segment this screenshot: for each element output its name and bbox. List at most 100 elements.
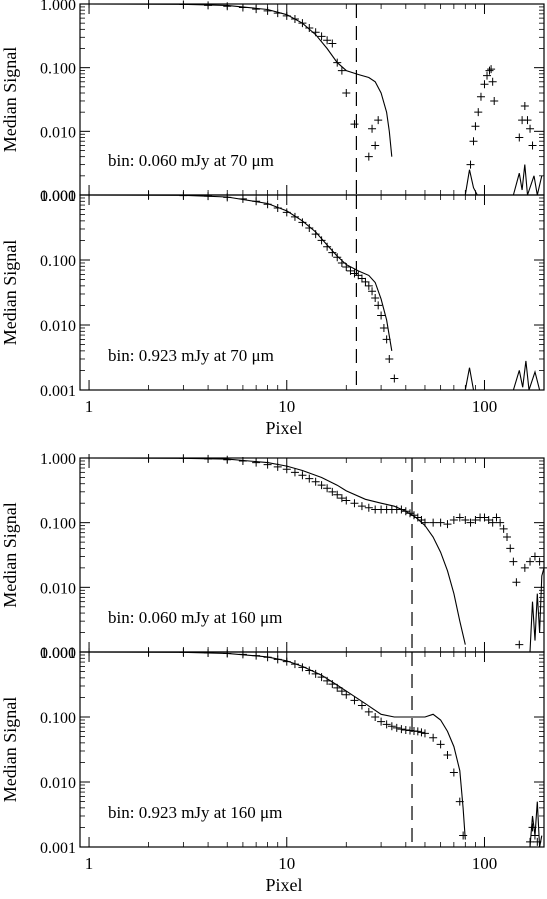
- panel-1-data-point: [350, 120, 359, 129]
- panel-3-data-point: [526, 557, 535, 566]
- panel-3-data-point: [328, 487, 337, 496]
- panel-3-data-point: [515, 640, 524, 649]
- panel-2-ytick-label: 0.010: [40, 318, 76, 335]
- panel-3-data-point: [305, 474, 314, 483]
- panel-1-data-point: [305, 23, 314, 32]
- panel-2-data-point: [390, 374, 399, 383]
- panel-3-data-point: [449, 515, 458, 524]
- panel-3-data-point: [503, 533, 512, 542]
- panel-4-data-point: [387, 722, 396, 731]
- panel-2-data-point: [298, 218, 307, 227]
- panel-1-data-point: [471, 122, 480, 131]
- panel-4-xtick-label: 100: [472, 854, 498, 873]
- panel-1-ytick-label: 0.100: [40, 61, 76, 78]
- panel-2-series-2-line: [88, 194, 393, 351]
- panel-1-data-point: [476, 92, 485, 101]
- panel-3-data-point: [496, 518, 505, 527]
- panel-3-data-point: [357, 502, 366, 511]
- panel-2-xtick-label: 100: [472, 397, 498, 416]
- panel-2-data-point: [385, 354, 394, 363]
- panel-4-y-axis-label: Median Signal: [0, 697, 20, 803]
- panel-3-y-axis-label: Median Signal: [0, 502, 20, 608]
- panel-3-ytick-label: 0.001: [40, 645, 76, 662]
- panel-3-data-point: [333, 490, 342, 499]
- panel-4-data-point: [417, 728, 426, 737]
- panel-1-data-point: [342, 89, 351, 98]
- panel-2-ytick-label: 1.000: [40, 188, 76, 205]
- panel-4-data-point: [533, 837, 542, 846]
- panel-3-data-point: [499, 524, 508, 533]
- panel-4-data-point: [377, 717, 386, 726]
- panel-3-data-point: [512, 578, 521, 587]
- panel-3-bin-annotation: bin: 0.060 mJy at 160 μm: [108, 608, 282, 627]
- panel-4-xtick-label: 10: [278, 854, 295, 873]
- panel-4-data-point: [459, 831, 468, 840]
- panel-1-bin-annotation: bin: 0.060 mJy at 70 μm: [108, 151, 274, 170]
- panel-3-ytick-label: 1.000: [40, 451, 76, 468]
- panel-3-data-point: [488, 518, 497, 527]
- panel-1-data-point: [485, 66, 494, 75]
- panel-3-data-point: [311, 477, 320, 486]
- panel-1-data-point: [520, 101, 529, 110]
- panel-2-ytick-label: 0.001: [40, 383, 76, 400]
- panel-3-data-point: [471, 515, 480, 524]
- panel-1-data-point: [374, 116, 383, 125]
- panel-2-bin-annotation: bin: 0.923 mJy at 70 μm: [108, 346, 274, 365]
- panel-3-data-point: [429, 518, 438, 527]
- panel-1-data-point: [371, 141, 380, 150]
- panel-3-data-point: [252, 458, 261, 467]
- panel-3-data-point: [298, 471, 307, 480]
- panel-2-data-point: [290, 212, 299, 221]
- panel-4-data-point: [436, 740, 445, 749]
- panel-1-data-point: [515, 133, 524, 142]
- panel-1-data-point: [526, 124, 535, 133]
- panel-2-data-point: [333, 253, 342, 262]
- panel-3-ytick-label: 0.010: [40, 580, 76, 597]
- panel-3-data-point: [342, 496, 351, 505]
- panel-2-plot-frame: [79, 194, 545, 391]
- panel-4-ytick-label: 1.000: [40, 645, 76, 662]
- panel-4-data-point: [371, 713, 380, 721]
- panel-2-data-point: [323, 242, 332, 251]
- panel-2-x-axis-label: Pixel: [265, 418, 302, 438]
- panel-4-bin-annotation: bin: 0.923 mJy at 160 μm: [108, 803, 282, 822]
- panel-4-ytick-label: 0.010: [40, 775, 76, 792]
- panel-1-data-point: [480, 80, 489, 89]
- panel-1-data-point: [487, 65, 496, 74]
- panel-4-data-point: [413, 727, 422, 736]
- panel-4-series-3-line: [529, 801, 543, 848]
- panel-3-ytick-label: 0.100: [40, 516, 76, 533]
- panel-4-data-point: [350, 696, 359, 705]
- panel-3-data-point: [364, 503, 373, 512]
- panel-4-plot-frame: [79, 651, 545, 848]
- panel-4-data-point: [392, 723, 401, 732]
- panel-2-data-point: [374, 301, 383, 310]
- panel-3-data-point: [530, 552, 539, 561]
- panel-3-data-point: [317, 481, 326, 490]
- panel-1-data-point: [263, 6, 272, 15]
- panel-2-data-point: [328, 248, 337, 257]
- panel-4-data-point: [429, 733, 438, 742]
- panel-3-data-point: [466, 518, 475, 527]
- panel-3-data-point: [290, 468, 299, 477]
- panel-4-xtick-label: 1: [85, 854, 94, 873]
- panel-3-data-point: [480, 513, 489, 522]
- panel-4-data-point: [420, 729, 429, 738]
- panel-2-data-point: [305, 224, 314, 233]
- panel-3-data-point: [263, 460, 272, 469]
- panel-2-data-point: [371, 294, 380, 303]
- panel-1-series-3-line: [464, 164, 543, 196]
- panel-4-data-point: [397, 725, 406, 734]
- panel-2-data-point: [350, 269, 359, 278]
- panel-2-xtick-label: 10: [278, 397, 295, 416]
- panel-3-data-point: [520, 563, 529, 572]
- panel-4-data-point: [364, 707, 373, 716]
- panel-2-data-point: [368, 287, 377, 296]
- panel-4-x-axis-label: Pixel: [265, 875, 302, 894]
- panel-2-data-point: [379, 323, 388, 332]
- panel-2-data-point: [317, 236, 326, 245]
- panel-1-ytick-label: 1.000: [40, 0, 76, 14]
- panel-3-data-point: [492, 513, 501, 522]
- panel-3-series-2-line: [88, 457, 466, 645]
